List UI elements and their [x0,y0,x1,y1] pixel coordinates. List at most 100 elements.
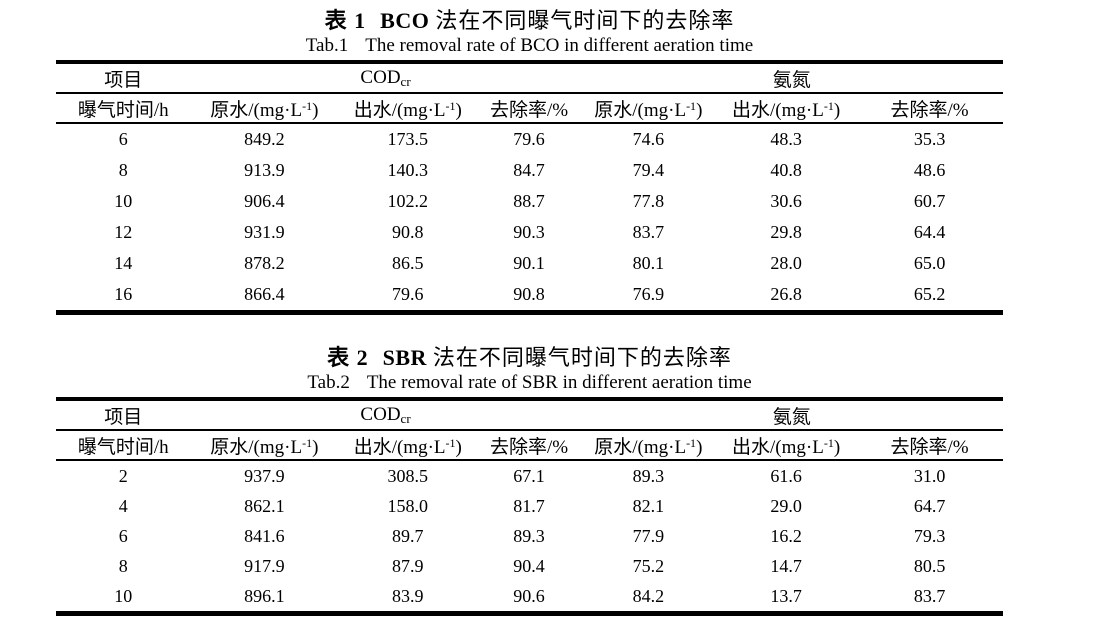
ammonia-label: 氨氮 [772,406,811,428]
table1-section: 表 1 BCO 法在不同曝气时间下的去除率 Tab.1 The removal rat… [56,8,1003,315]
data-cell: 89.3 [632,465,665,486]
subheader-row: 曝气时间/h 原水/(mg·L-1) 出水/(mg·L-1) 去除率/% 原水/(mg·… [56,93,1003,124]
data-cell: 84.7 [513,160,545,180]
data-cell: 64.4 [913,222,946,242]
header-group-ammonia: 氨氮 [580,399,1003,431]
table2-label-zh: 表 2 [327,345,369,370]
header-group-cod: CODcr [190,62,581,94]
data-cell: 12 [114,222,133,242]
subheader-label: 去除率/% [890,99,969,121]
data-cell: 862.1 [244,495,285,516]
data-cell: 14.7 [770,555,802,576]
subheader-label: 去除率/% [489,436,569,458]
data-cell: 81.7 [513,495,545,516]
unit-superscript: -1 [445,98,456,113]
subheader-label: 出水/(mg·L [732,436,824,458]
data-cell: 878.2 [244,253,285,273]
data-cell: 173.5 [387,129,429,149]
table1-title-zh: 表 1 BCO 法在不同曝气时间下的去除率 [56,8,1003,34]
data-cell: 937.9 [244,465,285,486]
data-cell: 308.5 [387,465,429,486]
data-cell: 80.1 [632,253,665,273]
table-row: 10 906.4 102.2 88.7 77.8 30.6 60.7 [56,186,1003,217]
data-cell: 83.7 [913,585,946,606]
subheader-label: ) [833,99,841,121]
subheader-label: 出水/(mg·L [353,99,446,121]
table2-section: 表 2 SBR 法在不同曝气时间下的去除率 Tab.2 The removal rat… [56,345,1003,616]
table-row: 12 931.9 90.8 90.3 83.7 29.8 64.4 [56,217,1003,248]
subheader-label: 去除率/% [489,99,569,121]
unit-superscript: -1 [823,435,834,450]
data-cell: 913.9 [244,160,285,180]
data-cell: 79.3 [913,525,946,546]
data-cell: 6 [118,525,128,546]
data-cell: 31.0 [913,465,946,486]
data-cell: 88.7 [513,191,545,211]
table-row: 10 896.1 83.9 90.6 84.2 13.7 83.7 [56,581,1003,614]
table2-body: 2 937.9 308.5 67.1 89.3 61.6 31.0 4 862.1 158.0 81… [56,460,1003,614]
data-cell: 10 [114,585,133,606]
data-cell: 60.7 [913,191,946,211]
unit-superscript: -1 [686,98,697,113]
data-cell: 917.9 [244,555,285,576]
table-row: 6 841.6 89.7 89.3 77.9 16.2 79.3 [56,521,1003,551]
table2-title-zh: 表 2 SBR 法在不同曝气时间下的去除率 [56,345,1003,371]
subheader-cell: 出水/(mg·L-1) [338,430,478,461]
subheader-cell: 出水/(mg·L-1) [716,93,857,124]
table-row: 14 878.2 86.5 90.1 80.1 28.0 65.0 [56,248,1003,279]
subheader-cell: 出水/(mg·L-1) [716,430,857,461]
data-cell: 931.9 [244,222,285,242]
unit-superscript: -1 [686,435,697,450]
table1-title-en-text: The removal rate of BCO in different aer… [365,35,754,56]
cod-label: COD [360,404,401,425]
cod-subscript: cr [400,74,411,89]
table2-title-en-text: The removal rate of SBR in different aer… [366,372,752,393]
subheader-cell: 原水/(mg·L-1) [190,430,339,461]
header-item-cell: 项目 [56,399,191,431]
data-cell: 13.7 [770,585,802,606]
table2-label-en: Tab.2 [307,372,350,393]
data-cell: 4 [118,495,128,516]
data-cell: 35.3 [913,129,946,149]
subheader-label: 原水/(mg·L [210,99,303,121]
subheader-label: ) [696,99,703,121]
data-cell: 28.0 [770,253,802,273]
group-header-row: 项目 CODcr 氨氮 [56,399,1003,431]
table1-body: 6 849.2 173.5 79.6 74.6 48.3 35.3 8 913.9 140.3 84… [56,123,1003,313]
table-row: 16 866.4 79.6 90.8 76.9 26.8 65.2 [56,279,1003,313]
data-cell: 89.7 [392,525,424,546]
data-cell: 74.6 [632,129,665,149]
cod-subscript: cr [400,411,411,426]
subheader-cell: 原水/(mg·L-1) [190,93,339,124]
subheader-label: ) [696,436,703,458]
table-row: 8 913.9 140.3 84.7 79.4 40.8 48.6 [56,155,1003,186]
data-cell: 83.7 [632,222,665,242]
subheader-label: 出水/(mg·L [732,99,824,121]
subheader-label: 曝气时间/h [77,99,169,121]
data-cell: 849.2 [244,129,285,149]
data-cell: 84.2 [632,585,665,606]
data-cell: 40.8 [770,160,802,180]
data-cell: 83.9 [392,585,424,606]
data-cell: 90.8 [513,284,545,304]
subheader-cell: 曝气时间/h [56,93,191,124]
data-cell: 65.2 [913,284,946,304]
subheader-label: 曝气时间/h [77,436,169,458]
subheader-row: 曝气时间/h 原水/(mg·L-1) 出水/(mg·L-1) 去除率/% 原水/(mg·… [56,430,1003,461]
subheader-label: ) [312,99,319,121]
subheader-cell: 去除率/% [477,430,581,461]
table1-title-zh-text: 法在不同曝气时间下的去除率 [435,8,735,33]
data-cell: 61.6 [770,465,802,486]
table-row: 8 917.9 87.9 90.4 75.2 14.7 80.5 [56,551,1003,581]
subheader-cell: 去除率/% [856,430,1003,461]
data-cell: 75.2 [632,555,665,576]
table1-method-name: BCO [380,8,430,33]
subheader-cell: 原水/(mg·L-1) [580,93,717,124]
data-cell: 79.6 [392,284,424,304]
data-cell: 80.5 [913,555,946,576]
data-cell: 86.5 [392,253,424,273]
data-cell: 48.6 [913,160,946,180]
table-row: 2 937.9 308.5 67.1 89.3 61.6 31.0 [56,460,1003,491]
data-cell: 30.6 [770,191,802,211]
subheader-label: ) [455,99,462,121]
